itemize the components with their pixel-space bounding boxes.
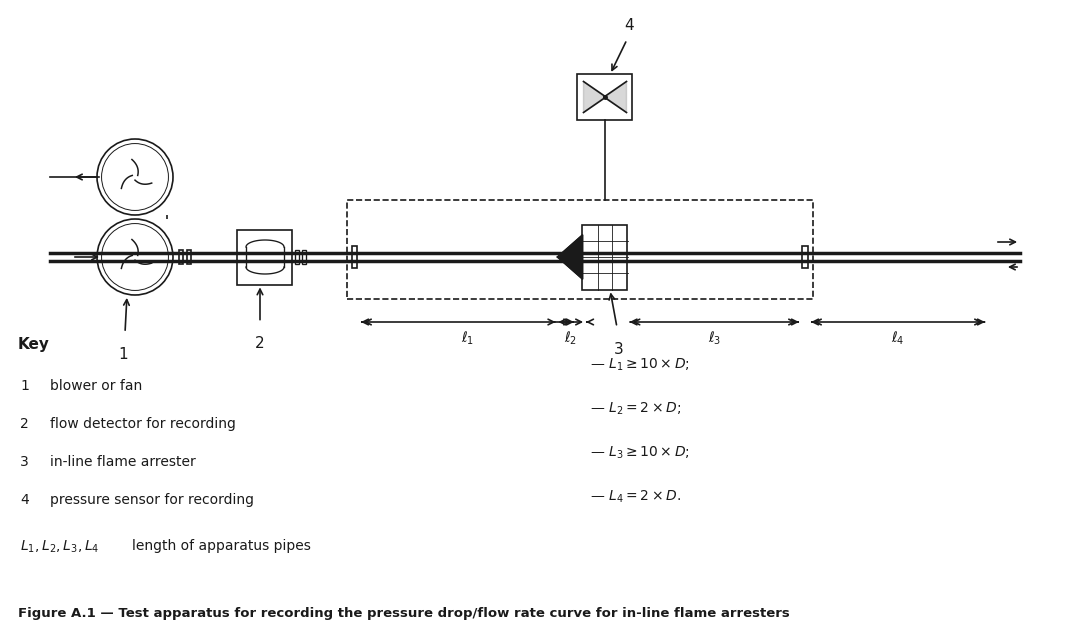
Bar <box>179 250 183 264</box>
Text: flow detector for recording: flow detector for recording <box>50 417 236 431</box>
Polygon shape <box>605 82 626 112</box>
Text: 2: 2 <box>20 417 29 431</box>
Bar <box>582 225 627 290</box>
Bar <box>238 229 293 284</box>
Text: $\ell_1$: $\ell_1$ <box>461 330 474 347</box>
Text: blower or fan: blower or fan <box>50 379 143 393</box>
Bar <box>578 74 632 119</box>
Text: length of apparatus pipes: length of apparatus pipes <box>132 539 311 553</box>
Text: Figure A.1 — Test apparatus for recording the pressure drop/flow rate curve for : Figure A.1 — Test apparatus for recordin… <box>18 607 790 620</box>
Text: — $L_3 \geq 10 \times D$;: — $L_3 \geq 10 \times D$; <box>590 445 690 462</box>
Text: $\ell_3$: $\ell_3$ <box>708 330 720 347</box>
Text: 1: 1 <box>118 347 128 362</box>
Bar <box>353 246 357 268</box>
Text: — $L_2 = 2 \times D$;: — $L_2 = 2 \times D$; <box>590 401 681 417</box>
Bar <box>302 250 307 264</box>
Polygon shape <box>583 82 605 112</box>
Bar <box>803 246 807 268</box>
Polygon shape <box>557 235 582 279</box>
Text: Key: Key <box>18 337 50 352</box>
Text: — $L_4 = 2 \times D$.: — $L_4 = 2 \times D$. <box>590 489 681 505</box>
Text: 1: 1 <box>20 379 29 393</box>
Bar <box>347 200 813 299</box>
Bar <box>578 246 582 268</box>
Text: — $L_1 \geq 10 \times D$;: — $L_1 \geq 10 \times D$; <box>590 357 690 374</box>
Bar <box>296 250 299 264</box>
Bar <box>187 250 191 264</box>
Text: $\ell_4$: $\ell_4$ <box>891 330 905 347</box>
Text: $\ell_2$: $\ell_2$ <box>564 330 578 347</box>
Text: pressure sensor for recording: pressure sensor for recording <box>50 493 254 507</box>
Text: 3: 3 <box>20 455 29 469</box>
Text: 3: 3 <box>614 342 624 356</box>
Text: $L_1, L_2, L_3, L_4$: $L_1, L_2, L_3, L_4$ <box>20 539 100 555</box>
Text: in-line flame arrester: in-line flame arrester <box>50 455 196 469</box>
Text: 4: 4 <box>20 493 29 507</box>
Text: 2: 2 <box>255 336 265 352</box>
Text: 4: 4 <box>624 17 634 33</box>
